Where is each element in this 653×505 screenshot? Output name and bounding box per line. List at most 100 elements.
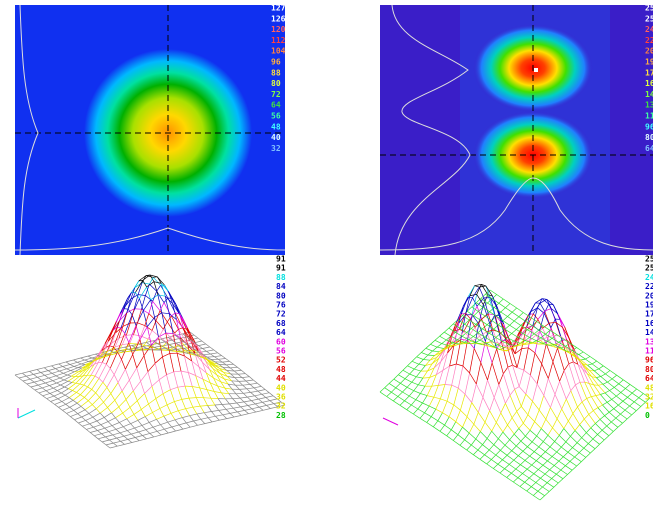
mesh-line [558,479,563,483]
mesh-line [60,378,64,380]
mesh-line [584,444,589,449]
mesh-line [125,315,132,334]
mesh-line [78,410,85,414]
mesh-line [90,421,97,424]
mesh-line [118,369,125,382]
mesh-line [443,401,448,413]
mesh-line [98,431,102,434]
mesh-line [408,361,413,366]
mesh-line [222,405,226,410]
mesh-line [410,374,417,377]
mesh-line [157,431,161,435]
mesh-line [540,303,545,311]
mesh-line [47,399,51,402]
mesh-line [571,391,578,407]
mesh-line [470,294,477,295]
mesh-line [456,364,463,366]
mesh-line [208,406,212,412]
mesh-line [256,410,263,412]
mesh-line [600,419,607,426]
mesh-line [496,455,503,460]
mesh-line [252,407,259,409]
mesh-line [605,416,612,422]
mesh-line [56,373,63,376]
mesh-line [532,461,537,465]
mesh-line [255,402,262,404]
mesh-line [39,391,46,393]
mesh-line [185,386,189,398]
mesh-line [156,311,160,321]
mesh-line [198,338,202,341]
mesh-line [250,383,257,384]
mesh-line [538,487,543,491]
mesh-line [413,414,420,418]
mesh-line [45,373,52,375]
mesh-line [519,370,524,386]
mesh-line [465,373,470,394]
mesh-line [420,418,427,422]
mesh-line [77,397,84,403]
scale-label: 104 [271,47,286,56]
mesh-line [573,407,578,414]
mesh-line [510,389,515,395]
mesh-line [109,440,113,443]
mesh-line [27,382,34,384]
mesh-line [512,418,519,429]
mesh-line [168,422,172,427]
mesh-line [440,425,445,431]
mesh-line [47,396,54,399]
mesh-line [473,450,478,455]
mesh-line [525,482,532,487]
mesh-line [581,359,586,360]
mesh-line [575,453,580,457]
mesh-line [545,452,552,457]
mesh-line [135,425,142,428]
mesh-line [564,364,569,371]
scale-label: 14 [645,328,653,337]
mesh-line [54,393,61,396]
mesh-line [609,432,614,436]
scale-label: 28 [276,411,286,420]
mesh-line [414,391,421,394]
mesh-line [414,364,419,369]
mesh-line [189,398,196,399]
mesh-line [527,487,532,491]
mesh-line [214,392,221,393]
mesh-line [208,416,215,417]
mesh-line [149,399,156,404]
mesh-line [456,422,463,428]
mesh-line [99,378,103,382]
mesh-line [433,347,438,351]
mesh-line [598,430,603,434]
mesh-line [445,417,450,425]
mesh-line [203,354,210,355]
mesh-line [119,423,123,427]
mesh-line [51,402,55,405]
mesh-line [167,375,171,390]
mesh-line [475,284,482,285]
mesh-line [214,392,218,399]
mesh-line [528,348,535,353]
mesh-line [201,419,205,423]
mesh-line [229,404,233,408]
mesh-line [88,401,92,405]
mesh-line [427,386,432,395]
mesh-line [588,444,595,449]
mesh-line [588,439,593,444]
mesh-line [200,388,207,390]
mesh-line [179,328,183,330]
mesh-line [524,370,531,375]
mesh-line [48,371,52,374]
mesh-line [186,409,190,416]
mesh-line [625,389,632,394]
mesh-line [530,452,535,456]
axis-glyph [18,408,398,425]
mesh-line [174,399,181,401]
mesh-line [440,336,447,340]
mesh-line [192,387,199,388]
mesh-line [88,387,92,390]
mesh-line [427,417,432,423]
mesh-line [520,343,527,344]
mesh-line [634,398,639,402]
mesh-line [542,364,549,379]
